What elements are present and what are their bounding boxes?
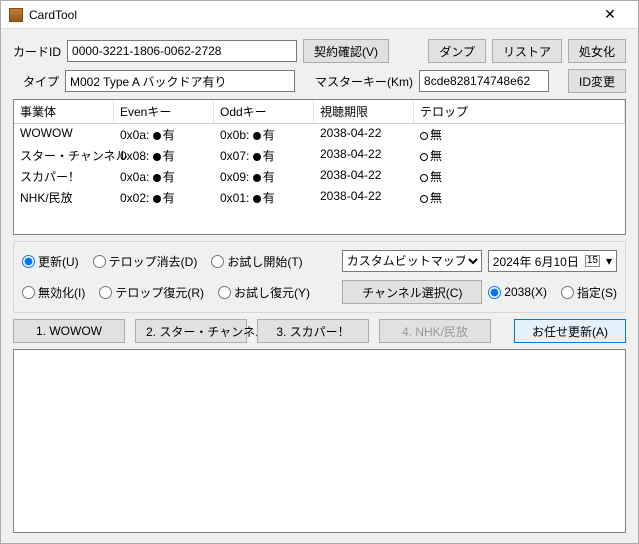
td-expire: 2038-04-22 bbox=[314, 187, 414, 208]
th-expire: 視聴期限 bbox=[314, 100, 414, 123]
wowow-button[interactable]: 1. WOWOW bbox=[13, 319, 125, 343]
window-title: CardTool bbox=[29, 8, 590, 22]
date-radios: 2038(X) 指定(S) bbox=[488, 284, 617, 301]
radio-telop-restore[interactable]: テロップ復元(R) bbox=[99, 284, 204, 301]
td-telop: 無 bbox=[414, 145, 625, 166]
td-telop: 無 bbox=[414, 124, 625, 145]
options-group: 更新(U) テロップ消去(D) お試し開始(T) カスタムビットマップ 2024… bbox=[13, 241, 626, 313]
td-expire: 2038-04-22 bbox=[314, 124, 414, 145]
row-card-id: カードID 契約確認(V) ダンプ リストア 処女化 bbox=[13, 39, 626, 63]
date-picker[interactable]: 2024年 6月10日 15 ▾ bbox=[488, 250, 617, 272]
radio-row-1: 更新(U) テロップ消去(D) お試し開始(T) カスタムビットマップ 2024… bbox=[22, 250, 617, 272]
dump-button[interactable]: ダンプ bbox=[428, 39, 486, 63]
radio-trial-start[interactable]: お試し開始(T) bbox=[211, 253, 302, 270]
table-row[interactable]: スカパー！0x0a: 有0x09: 有2038-04-22無 bbox=[14, 166, 625, 187]
td-odd: 0x07: 有 bbox=[214, 145, 314, 166]
type-label: タイプ bbox=[23, 73, 59, 90]
titlebar: CardTool ✕ bbox=[1, 1, 638, 29]
content: カードID 契約確認(V) ダンプ リストア 処女化 タイプ マスターキー(Km… bbox=[1, 29, 638, 543]
td-telop: 無 bbox=[414, 166, 625, 187]
restore-button[interactable]: リストア bbox=[492, 39, 562, 63]
table-header: 事業体 Evenキー Oddキー 視聴期限 テロップ bbox=[14, 100, 625, 124]
window: CardTool ✕ カードID 契約確認(V) ダンプ リストア 処女化 タイ… bbox=[0, 0, 639, 544]
radio-disable[interactable]: 無効化(I) bbox=[22, 284, 85, 301]
th-odd: Oddキー bbox=[214, 100, 314, 123]
radio-row-2: 無効化(I) テロップ復元(R) お試し復元(Y) チャンネル選択(C) 203… bbox=[22, 280, 617, 304]
td-expire: 2038-04-22 bbox=[314, 145, 414, 166]
calendar-icon: 15 bbox=[585, 255, 600, 267]
master-key-input[interactable] bbox=[419, 70, 549, 92]
date-value: 2024年 6月10日 bbox=[493, 253, 579, 270]
th-provider: 事業体 bbox=[14, 100, 114, 123]
bitmap-select[interactable]: カスタムビットマップ bbox=[342, 250, 482, 272]
radio-telop-erase[interactable]: テロップ消去(D) bbox=[93, 253, 198, 270]
td-name: スカパー！ bbox=[14, 166, 114, 187]
card-id-label: カードID bbox=[13, 43, 61, 60]
td-name: WOWOW bbox=[14, 124, 114, 145]
td-even: 0x0a: 有 bbox=[114, 124, 214, 145]
td-odd: 0x01: 有 bbox=[214, 187, 314, 208]
auto-update-button[interactable]: お任せ更新(A) bbox=[514, 319, 626, 343]
td-telop: 無 bbox=[414, 187, 625, 208]
th-even: Evenキー bbox=[114, 100, 214, 123]
td-expire: 2038-04-22 bbox=[314, 166, 414, 187]
close-icon[interactable]: ✕ bbox=[590, 6, 630, 23]
dropdown-icon: ▾ bbox=[606, 254, 612, 268]
nhk-button[interactable]: 4. NHK/民放 bbox=[379, 319, 491, 343]
action-buttons: 1. WOWOW 2. スター・チャンネル 3. スカパー！ 4. NHK/民放… bbox=[13, 319, 626, 343]
td-odd: 0x09: 有 bbox=[214, 166, 314, 187]
table-row[interactable]: スター・チャンネル0x08: 有0x07: 有2038-04-22無 bbox=[14, 145, 625, 166]
row-type: タイプ マスターキー(Km) ID変更 bbox=[13, 69, 626, 93]
app-icon bbox=[9, 8, 23, 22]
master-key-label: マスターキー(Km) bbox=[315, 73, 413, 90]
mode-radios-2: 無効化(I) テロップ復元(R) お試し復元(Y) bbox=[22, 284, 310, 301]
id-change-button[interactable]: ID変更 bbox=[568, 69, 626, 93]
provider-table: 事業体 Evenキー Oddキー 視聴期限 テロップ WOWOW0x0a: 有0… bbox=[13, 99, 626, 235]
virgin-button[interactable]: 処女化 bbox=[568, 39, 626, 63]
star-button[interactable]: 2. スター・チャンネル bbox=[135, 319, 247, 343]
td-name: NHK/民放 bbox=[14, 187, 114, 208]
confirm-button[interactable]: 契約確認(V) bbox=[303, 39, 389, 63]
skapa-button[interactable]: 3. スカパー！ bbox=[257, 319, 369, 343]
table-row[interactable]: NHK/民放0x02: 有0x01: 有2038-04-22無 bbox=[14, 187, 625, 208]
td-name: スター・チャンネル bbox=[14, 145, 114, 166]
radio-update[interactable]: 更新(U) bbox=[22, 253, 79, 270]
card-id-input[interactable] bbox=[67, 40, 297, 62]
mode-radios-1: 更新(U) テロップ消去(D) お試し開始(T) bbox=[22, 253, 303, 270]
table-row[interactable]: WOWOW0x0a: 有0x0b: 有2038-04-22無 bbox=[14, 124, 625, 145]
td-even: 0x08: 有 bbox=[114, 145, 214, 166]
radio-2038[interactable]: 2038(X) bbox=[488, 285, 547, 299]
td-even: 0x0a: 有 bbox=[114, 166, 214, 187]
th-telop: テロップ bbox=[414, 100, 625, 123]
td-odd: 0x0b: 有 bbox=[214, 124, 314, 145]
radio-trial-restore[interactable]: お試し復元(Y) bbox=[218, 284, 310, 301]
channel-select-button[interactable]: チャンネル選択(C) bbox=[342, 280, 482, 304]
table-body: WOWOW0x0a: 有0x0b: 有2038-04-22無スター・チャンネル0… bbox=[14, 124, 625, 208]
type-input[interactable] bbox=[65, 70, 295, 92]
log-output[interactable] bbox=[13, 349, 626, 533]
radio-specify[interactable]: 指定(S) bbox=[561, 284, 617, 301]
td-even: 0x02: 有 bbox=[114, 187, 214, 208]
